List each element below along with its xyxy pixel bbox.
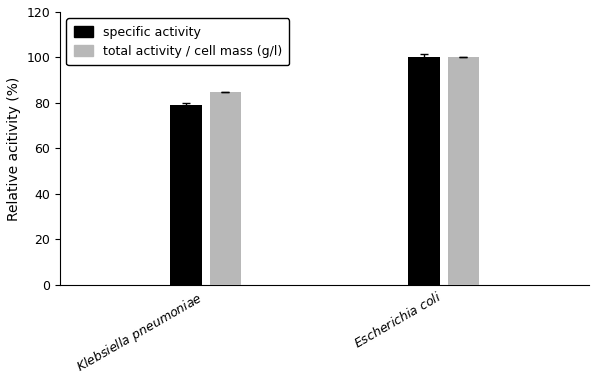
Bar — [408, 57, 440, 285]
Y-axis label: Relative acitivity (%): Relative acitivity (%) — [7, 76, 21, 221]
Bar — [170, 105, 201, 285]
Bar — [210, 92, 241, 285]
Bar — [448, 57, 479, 285]
Legend: specific activity, total activity / cell mass (g/l): specific activity, total activity / cell… — [66, 18, 289, 65]
